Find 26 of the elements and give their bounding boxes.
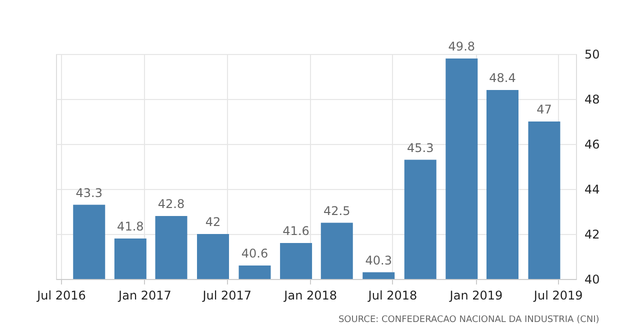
y-tick-label: 44 [584, 182, 600, 196]
y-tick-label: 40 [584, 272, 600, 286]
y-tick-label: 50 [584, 48, 600, 62]
data-label: 47 [536, 102, 552, 116]
data-label: 45.3 [407, 140, 434, 155]
y-tick-label: 42 [584, 228, 600, 242]
x-tick-label: Jan 2018 [283, 288, 338, 302]
y-tick-label: 46 [584, 138, 600, 152]
data-label: 49.8 [448, 40, 476, 54]
data-label: 40.3 [365, 253, 392, 268]
data-label: 48.4 [489, 71, 516, 85]
data-label: 41.8 [117, 220, 144, 234]
data-label: 43.3 [76, 186, 102, 200]
data-label: 41.6 [282, 224, 310, 238]
x-tick-label: Jul 2016 [36, 288, 86, 302]
data-label: 42.8 [158, 197, 185, 211]
x-tick-label: Jan 2019 [448, 288, 503, 302]
x-tick-label: Jan 2017 [118, 288, 172, 302]
x-tick-label: Jul 2018 [367, 288, 418, 302]
x-tick-label: Jul 2017 [202, 288, 252, 302]
x-tick-label: Jul 2019 [532, 288, 583, 302]
data-label: 42.5 [324, 204, 350, 218]
data-label: 40.6 [241, 246, 268, 260]
y-tick-label: 48 [584, 92, 600, 106]
source-note: SOURCE: CONFEDERACAO NACIONAL DA INDUSTRIA (CNI) [338, 315, 600, 325]
data-label: 42 [205, 215, 221, 229]
